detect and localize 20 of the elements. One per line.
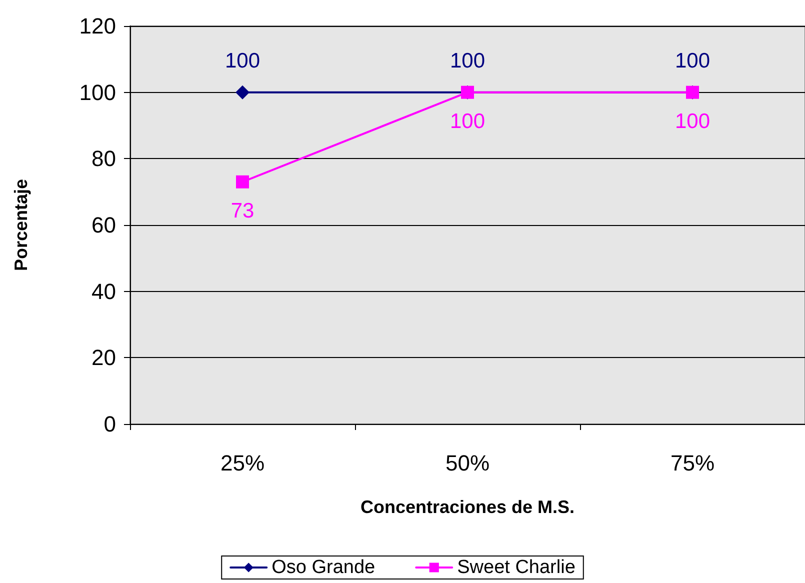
x-tick-label: 25% (220, 450, 265, 476)
data-label: 100 (674, 110, 710, 133)
y-tick-label: 60 (92, 212, 116, 238)
data-label: 100 (224, 49, 260, 72)
y-tick-label: 20 (92, 345, 116, 370)
data-label: 100 (450, 49, 486, 72)
x-tick-label: 75% (670, 450, 715, 476)
y-tick-label: 100 (79, 80, 116, 105)
y-tick-label: 0 (104, 412, 116, 436)
data-label: 100 (450, 110, 486, 133)
y-axis-title: Porcentaje (11, 178, 31, 272)
data-label: 100 (674, 49, 710, 72)
legend-label: Sweet Charlie (457, 557, 576, 578)
y-tick-label: 120 (79, 14, 116, 38)
data-label: 73 (230, 199, 254, 222)
x-tick-label: 50% (445, 450, 490, 476)
x-axis-title: Concentraciones de M.S. (360, 497, 575, 517)
y-tick-label: 80 (92, 146, 116, 172)
y-tick-label: 40 (92, 278, 116, 304)
legend-label: Oso Grande (272, 557, 376, 578)
